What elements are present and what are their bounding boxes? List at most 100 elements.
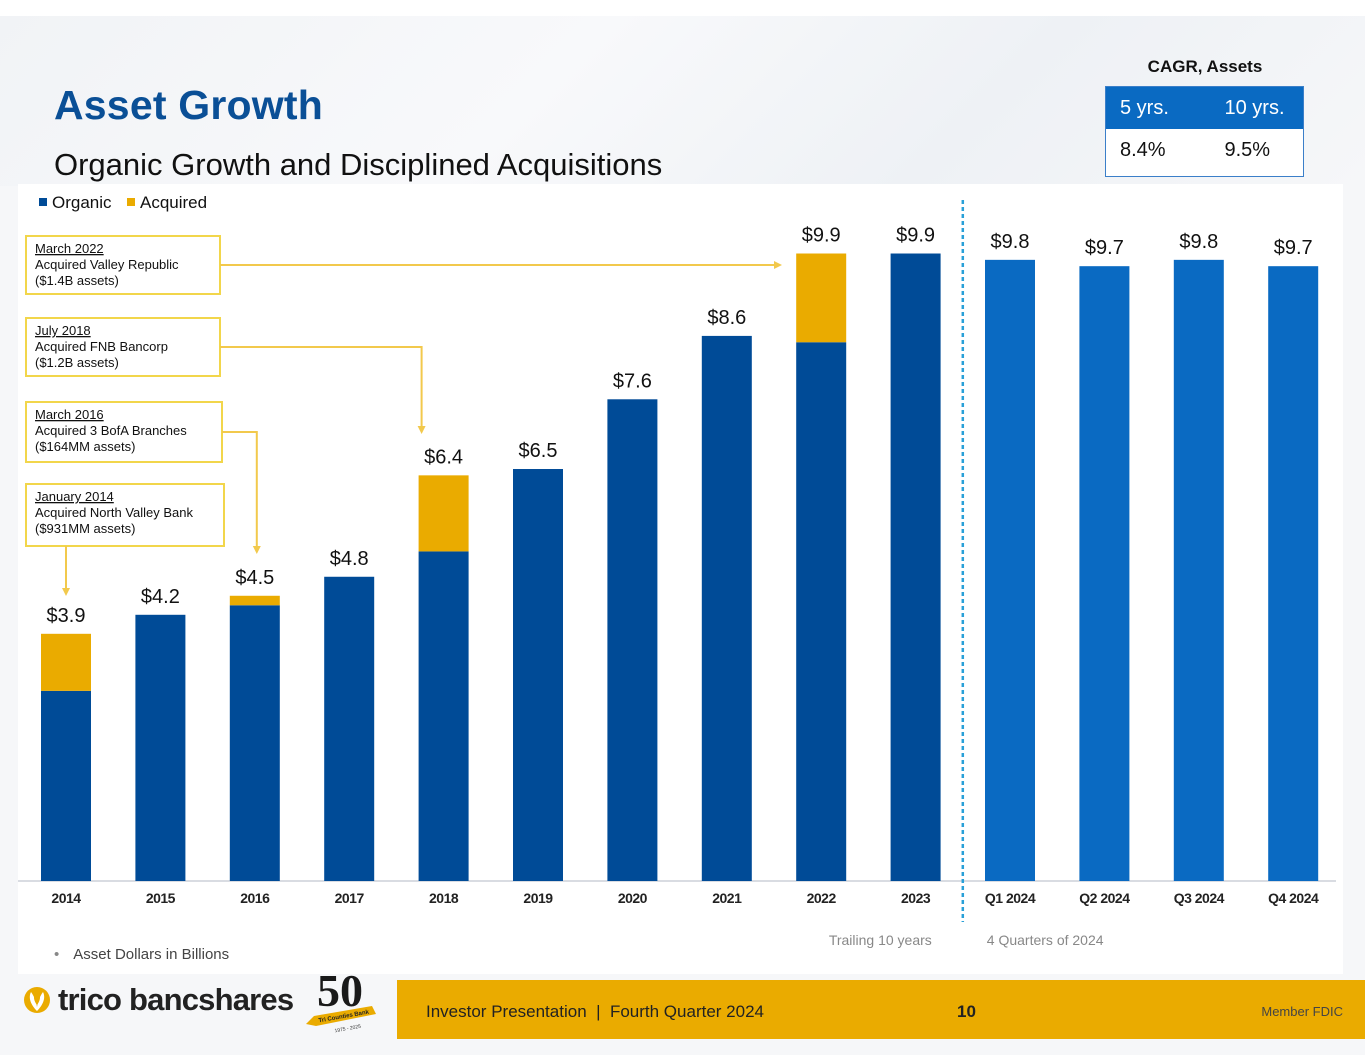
data-label: $9.9	[896, 225, 935, 247]
footnote: • Asset Dollars in Billions	[54, 946, 229, 963]
x-tick-label: Q3 2024	[1174, 890, 1225, 906]
bar-organic-2018	[418, 551, 469, 881]
bar-acquired-2016	[229, 595, 280, 606]
arrow-2016-icon	[252, 546, 261, 554]
page-subtitle: Organic Growth and Disciplined Acquisiti…	[54, 147, 663, 182]
bar-acquired-2022	[796, 253, 847, 343]
callout-detail: ($931MM assets)	[35, 521, 135, 536]
bar-acquired-2014	[41, 633, 91, 691]
callout-text: Acquired 3 BofA Branches	[35, 423, 187, 438]
callout-box	[25, 401, 223, 463]
page-title: Asset Growth	[54, 82, 323, 128]
bar-acquired-2018	[418, 475, 469, 552]
data-label: $4.8	[330, 548, 369, 570]
x-tick-label: Q2 2024	[1079, 890, 1130, 906]
x-tick-label: 2015	[146, 890, 176, 906]
x-tick-label: 2014	[51, 890, 81, 906]
arrow-2022-icon	[774, 261, 782, 269]
badge-years: 1975 - 2025	[334, 1024, 362, 1035]
cagr-header-row: 5 yrs. 10 yrs.	[1106, 87, 1303, 129]
top-strip	[0, 0, 1365, 16]
callout-date: July 2018	[35, 323, 91, 338]
period-label-quarters: 4 Quarters of 2024	[987, 932, 1104, 948]
badge-number: 50	[317, 966, 363, 1016]
x-tick-label: 2017	[335, 890, 365, 906]
x-tick-label: 2018	[429, 890, 459, 906]
bar-organic-q4-2024	[1268, 266, 1319, 881]
connector-2016	[222, 431, 258, 548]
legend-label-acquired: Acquired	[140, 193, 207, 212]
footnote-text: Asset Dollars in Billions	[73, 946, 230, 963]
legend-swatch-acquired	[127, 198, 135, 206]
arrow-2014-icon	[62, 588, 70, 596]
data-label: $8.6	[707, 307, 746, 329]
callout-detail: ($164MM assets)	[35, 439, 135, 454]
cagr-value-5yr: 8.4%	[1120, 138, 1166, 161]
data-label: $7.6	[613, 370, 652, 392]
callout-box	[25, 235, 221, 295]
page-number: 10	[957, 1002, 976, 1021]
bullet-icon: •	[54, 946, 60, 963]
data-label: $9.8	[991, 231, 1030, 253]
bar-organic-2022	[796, 342, 847, 881]
cagr-title: CAGR, Assets	[1147, 57, 1263, 76]
bar-organic-2014	[41, 690, 91, 881]
bar-organic-2015	[135, 614, 186, 881]
bar-organic-q3-2024	[1173, 259, 1224, 881]
cagr-value-row: 8.4% 9.5%	[1106, 129, 1303, 171]
data-label: $4.5	[235, 567, 274, 589]
x-tick-label: Q1 2024	[985, 890, 1036, 906]
footer-presentation-title: Investor Presentation | Fourth Quarter 2…	[426, 1002, 764, 1021]
bar-organic-q1-2024	[985, 259, 1035, 881]
bar-organic-2023	[890, 253, 941, 882]
arrow-2018-icon	[417, 426, 426, 434]
data-label: $9.7	[1274, 237, 1313, 259]
chart-area: $3.9 2014 $4.2 2015 $4.5 2016 $4.8 2017 $6.4 2018…	[18, 184, 1343, 974]
x-tick-label: Q4 2024	[1268, 890, 1319, 906]
data-label: $9.7	[1085, 237, 1124, 259]
cagr-value-10yr: 9.5%	[1224, 138, 1271, 161]
trico-leaf-icon	[24, 987, 50, 1013]
x-tick-label: 2021	[712, 890, 742, 906]
data-label: $4.2	[141, 586, 180, 608]
cagr-header-10yr: 10 yrs.	[1224, 96, 1285, 119]
badge-ribbon	[306, 1006, 376, 1026]
bar-organic-2016	[229, 605, 280, 881]
callout-detail: ($1.2B assets)	[35, 355, 119, 370]
cagr-table: 5 yrs. 10 yrs. 8.4% 9.5%	[1105, 86, 1304, 177]
x-tick-label: 2020	[618, 890, 648, 906]
callout-date: March 2016	[35, 407, 104, 422]
x-tick-label: 2023	[901, 890, 931, 906]
company-logo: trico bancshares	[22, 982, 294, 1018]
callout-detail: ($1.4B assets)	[35, 273, 119, 288]
legend-swatch-organic	[39, 198, 47, 206]
bar-organic-2020	[607, 399, 658, 881]
footer-bar: Investor Presentation | Fourth Quarter 2…	[397, 980, 1365, 1039]
anniversary-badge: 50 Tri Counties Bank 1975 - 2025	[306, 966, 376, 1035]
bar-organic-2021	[701, 335, 752, 881]
callout-text: Acquired FNB Bancorp	[35, 339, 168, 354]
x-tick-label: 2019	[523, 890, 553, 906]
data-label: $9.8	[1179, 231, 1218, 253]
logo-text: trico bancshares	[58, 982, 294, 1017]
legend-label-organic: Organic	[52, 193, 112, 212]
member-fdic: Member FDIC	[1261, 1004, 1343, 1019]
callout-text: Acquired North Valley Bank	[35, 505, 194, 520]
data-label: $9.9	[802, 225, 841, 247]
data-label: $6.4	[424, 446, 463, 468]
callout-box	[25, 483, 225, 547]
period-label-trailing: Trailing 10 years	[829, 932, 932, 948]
callout-date: March 2022	[35, 241, 104, 256]
callout-text: Acquired Valley Republic	[35, 257, 179, 272]
asset-growth-chart: $3.9 2014 $4.2 2015 $4.5 2016 $4.8 2017 $6.4 2018…	[18, 193, 1336, 948]
data-label: $3.9	[47, 605, 86, 627]
callout-date: January 2014	[35, 489, 114, 504]
bar-organic-2017	[324, 576, 375, 881]
cagr-header-5yr: 5 yrs.	[1120, 96, 1169, 119]
bar-organic-q2-2024	[1079, 266, 1130, 881]
data-label: $6.5	[519, 440, 558, 462]
x-tick-label: 2016	[240, 890, 270, 906]
connector-2018	[220, 346, 423, 428]
x-tick-label: 2022	[807, 890, 837, 906]
bar-organic-2019	[513, 469, 563, 881]
